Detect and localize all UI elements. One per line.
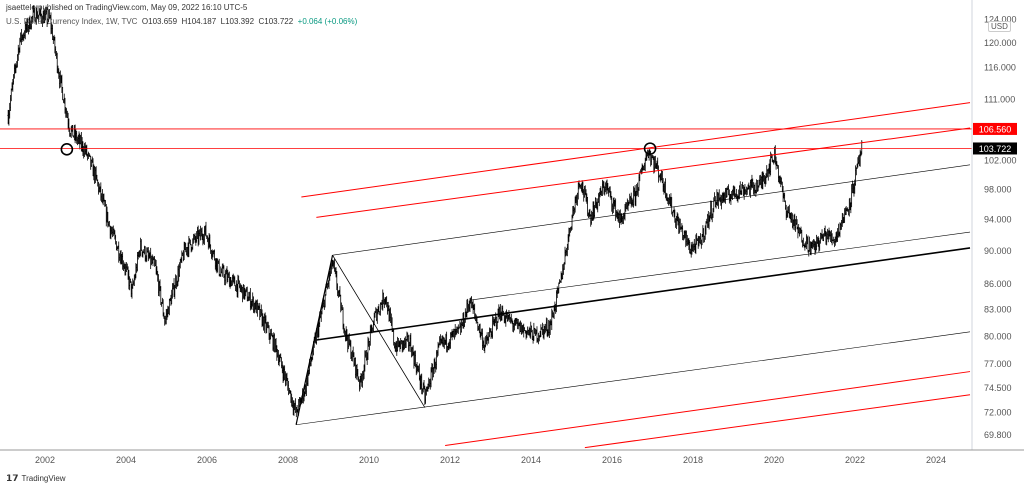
trend-line bbox=[301, 102, 971, 198]
price-tick-label: 83.000 bbox=[984, 305, 1012, 315]
change-value: +0.064 (+0.06%) bbox=[297, 17, 358, 26]
price-tick-label: 116.000 bbox=[984, 63, 1016, 73]
currency-label[interactable]: USD bbox=[988, 21, 1011, 32]
trend-line bbox=[295, 255, 334, 425]
time-tick-label: 2022 bbox=[845, 455, 865, 465]
price-tick-label: 98.000 bbox=[984, 185, 1012, 195]
time-tick-label: 2024 bbox=[926, 455, 946, 465]
ohlc-bar bbox=[657, 165, 660, 183]
time-tick-label: 2016 bbox=[602, 455, 622, 465]
trend-line bbox=[316, 127, 971, 218]
open-value: O103.659 bbox=[141, 17, 178, 26]
low-value: L103.392 bbox=[220, 17, 255, 26]
ohlc-bar bbox=[614, 198, 617, 221]
time-tick-label: 2002 bbox=[35, 455, 55, 465]
time-tick-label: 2006 bbox=[197, 455, 217, 465]
price-tick-label: 94.000 bbox=[984, 215, 1012, 225]
price-tick-label: 120.000 bbox=[984, 38, 1017, 48]
price-tick-label: 74.500 bbox=[984, 383, 1012, 393]
tradingview-logo-icon: 𝟭𝟳 bbox=[6, 473, 19, 483]
price-tick-label: 86.000 bbox=[984, 279, 1012, 289]
price-label: 106.560 bbox=[973, 122, 1017, 135]
time-tick-label: 2014 bbox=[521, 455, 541, 465]
circle-marker bbox=[60, 143, 74, 156]
time-axis[interactable]: 2002 2004 2006 2008 2010 2012 2014 2016 2018 2020… bbox=[35, 455, 946, 465]
price-tick-label: 102.000 bbox=[984, 156, 1017, 166]
price-tick-label: 124.000 bbox=[984, 14, 1017, 24]
symbol-name[interactable]: U.S. Dollar Currency Index, 1W, TVC bbox=[6, 17, 138, 26]
publisher-line: jsaettele published on TradingView.com, … bbox=[6, 3, 248, 12]
time-tick-label: 2018 bbox=[683, 455, 703, 465]
symbol-legend: U.S. Dollar Currency Index, 1W, TVC O103… bbox=[6, 17, 357, 26]
price-label-text: 106.560 bbox=[979, 124, 1012, 134]
price-tick-label: 90.000 bbox=[984, 246, 1012, 256]
price-tick-label: 80.000 bbox=[984, 331, 1012, 341]
trend-line bbox=[469, 231, 971, 301]
time-tick-label: 2004 bbox=[116, 455, 136, 465]
price-tick-label: 77.000 bbox=[984, 359, 1012, 369]
time-tick-label: 2008 bbox=[278, 455, 298, 465]
price-tick-label: 111.000 bbox=[984, 94, 1015, 104]
circle-marker bbox=[643, 142, 657, 155]
time-tick-label: 2020 bbox=[764, 455, 784, 465]
drawings bbox=[0, 102, 972, 449]
price-label-bg bbox=[973, 122, 1017, 135]
price-label-text: 103.722 bbox=[979, 144, 1012, 154]
trend-line bbox=[332, 254, 426, 408]
trend-line bbox=[332, 164, 971, 256]
trend-line bbox=[445, 371, 971, 446]
trend-line bbox=[296, 331, 971, 426]
time-tick-label: 2012 bbox=[440, 455, 460, 465]
footer: 𝟭𝟳 TradingView bbox=[6, 473, 66, 484]
time-tick-label: 2010 bbox=[359, 455, 379, 465]
price-axis[interactable]: 124.000 120.000 116.000 111.000 102.000 98.00… bbox=[984, 14, 1017, 440]
ohlc-bar bbox=[10, 88, 13, 102]
price-label-bg bbox=[973, 142, 1017, 155]
price-tick-label: 69.800 bbox=[984, 430, 1012, 440]
price-labels: 106.560 103.722 bbox=[973, 122, 1017, 155]
price-label: 103.722 bbox=[973, 142, 1017, 155]
trend-line bbox=[316, 247, 971, 341]
brand-name: TradingView bbox=[21, 474, 66, 483]
trend-line bbox=[584, 394, 971, 449]
close-value: C103.722 bbox=[258, 17, 294, 26]
high-value: H104.187 bbox=[181, 17, 217, 26]
price-bars bbox=[7, 4, 863, 418]
price-tick-label: 72.000 bbox=[984, 408, 1012, 418]
